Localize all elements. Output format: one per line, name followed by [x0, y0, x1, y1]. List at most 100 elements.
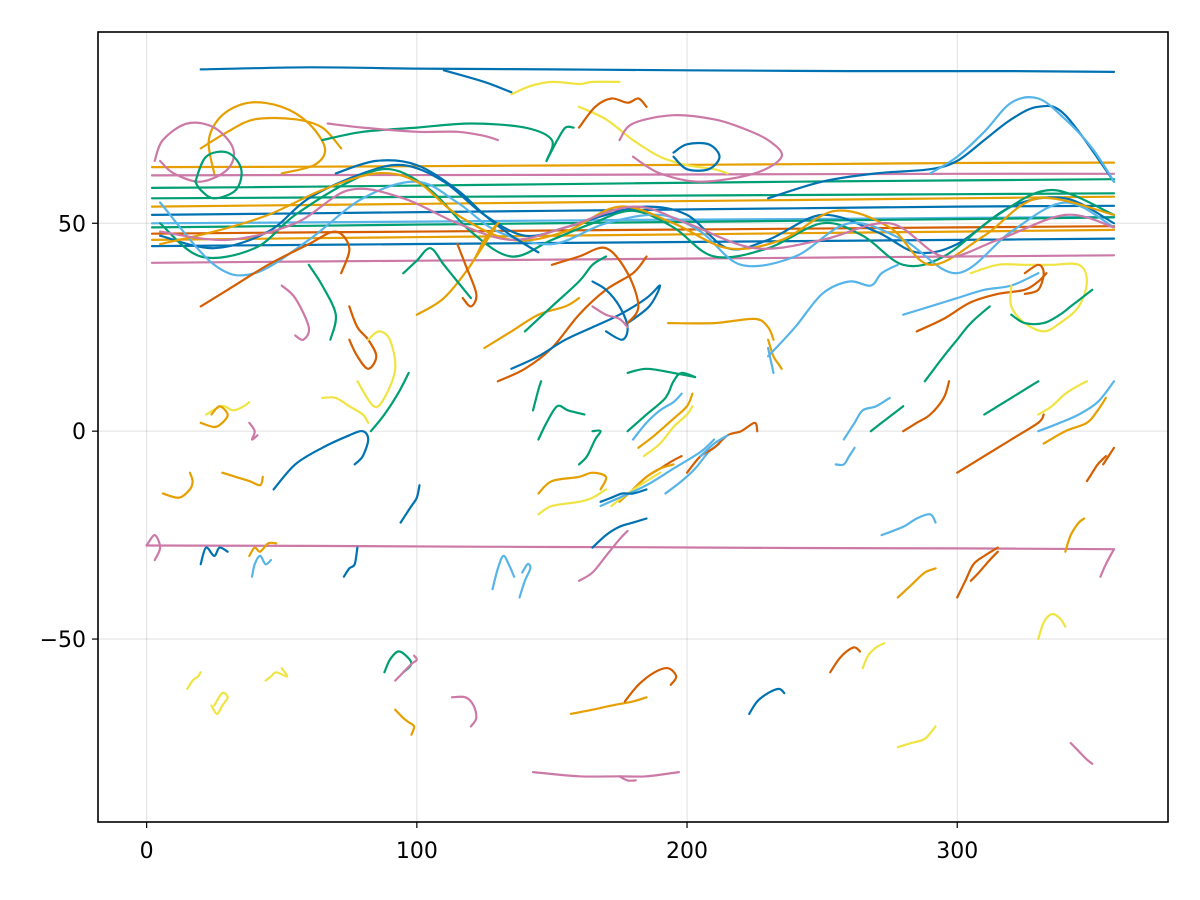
- tick-marks: [92, 222, 958, 828]
- series-line: [969, 550, 999, 582]
- series-line: [199, 66, 1116, 73]
- series-line: [1102, 446, 1116, 466]
- series-line: [496, 255, 648, 383]
- series-line: [956, 413, 1045, 474]
- series-line: [569, 696, 648, 715]
- x-tick-label: 100: [396, 839, 438, 864]
- series-line: [150, 172, 1116, 177]
- series-line: [915, 272, 1048, 333]
- series-line: [983, 380, 1040, 416]
- series-line: [902, 380, 951, 433]
- y-tick-label: −50: [40, 628, 86, 653]
- series-line: [210, 691, 229, 715]
- series-line: [483, 297, 581, 350]
- series-line: [199, 116, 343, 150]
- series-line: [626, 367, 697, 379]
- series-line: [199, 405, 229, 429]
- series-line: [577, 529, 629, 582]
- series-line: [510, 80, 621, 96]
- series-line: [748, 687, 786, 715]
- series-line: [550, 246, 640, 325]
- y-tick-labels: −50 0 50: [40, 212, 86, 653]
- series-line: [577, 429, 602, 466]
- series-line: [956, 546, 999, 599]
- series-line: [1069, 741, 1094, 765]
- series-line: [1023, 263, 1045, 295]
- series-line: [591, 517, 648, 549]
- series-line: [150, 225, 1116, 235]
- series-line: [415, 221, 500, 316]
- series-line: [1085, 455, 1107, 483]
- series-line: [1037, 380, 1088, 416]
- series-line: [153, 121, 236, 183]
- series-line: [159, 167, 1116, 268]
- series-line: [150, 215, 1116, 225]
- series-line: [150, 228, 1116, 241]
- series-line: [577, 105, 729, 175]
- series-line: [159, 187, 1116, 258]
- series-line: [672, 141, 721, 172]
- series-line: [394, 708, 416, 736]
- series-line: [450, 695, 478, 728]
- series-line: [194, 150, 243, 200]
- series-line: [599, 488, 648, 503]
- series-line: [307, 263, 338, 341]
- series-line: [591, 305, 629, 329]
- series-line: [334, 159, 540, 254]
- series-line: [767, 263, 899, 358]
- series-line: [767, 338, 783, 370]
- series-line: [667, 317, 775, 341]
- series-line: [699, 434, 729, 458]
- x-tick-labels: 0 100 200 300: [140, 839, 979, 864]
- series-line: [280, 284, 311, 342]
- series-line: [456, 243, 478, 308]
- series-line: [150, 216, 1116, 229]
- series-line: [618, 775, 637, 782]
- series-line: [399, 484, 421, 524]
- series-line: [637, 392, 694, 449]
- series-line: [264, 667, 289, 682]
- series-line: [591, 280, 629, 341]
- series-line: [626, 371, 697, 433]
- series-line: [394, 654, 418, 682]
- series-line: [537, 471, 608, 495]
- series-line: [199, 546, 229, 566]
- series-line: [402, 247, 472, 300]
- series-line: [599, 438, 716, 508]
- series-line: [207, 101, 327, 175]
- series-line: [523, 255, 608, 333]
- series-line: [618, 113, 784, 183]
- series-line: [896, 567, 937, 599]
- series-line: [342, 546, 359, 578]
- series-line: [767, 346, 775, 374]
- series-line: [272, 429, 370, 491]
- series-line: [1037, 612, 1067, 641]
- series-line: [348, 305, 378, 370]
- series-line: [923, 305, 991, 383]
- series-line: [510, 284, 662, 370]
- series-line: [842, 396, 891, 441]
- series-line: [491, 554, 516, 591]
- series-line: [442, 69, 513, 94]
- y-tick-label: 50: [58, 212, 86, 237]
- series-line: [326, 122, 499, 142]
- series-line: [1010, 288, 1094, 326]
- series-line: [369, 371, 410, 433]
- x-tick-label: 0: [140, 839, 154, 864]
- series-line: [1037, 380, 1116, 433]
- series-line: [321, 122, 554, 162]
- x-tick-label: 200: [666, 839, 708, 864]
- series-line: [545, 125, 575, 162]
- series-line: [834, 446, 856, 467]
- series-line: [145, 544, 1116, 551]
- series-line: [1042, 396, 1107, 445]
- series-line: [537, 488, 608, 516]
- series-line: [631, 392, 683, 441]
- series-line: [610, 471, 662, 508]
- plot-frame: [97, 31, 1169, 823]
- series-line: [902, 272, 1040, 316]
- series-line: [896, 725, 937, 749]
- series-line: [767, 104, 1116, 200]
- series-line: [861, 642, 886, 670]
